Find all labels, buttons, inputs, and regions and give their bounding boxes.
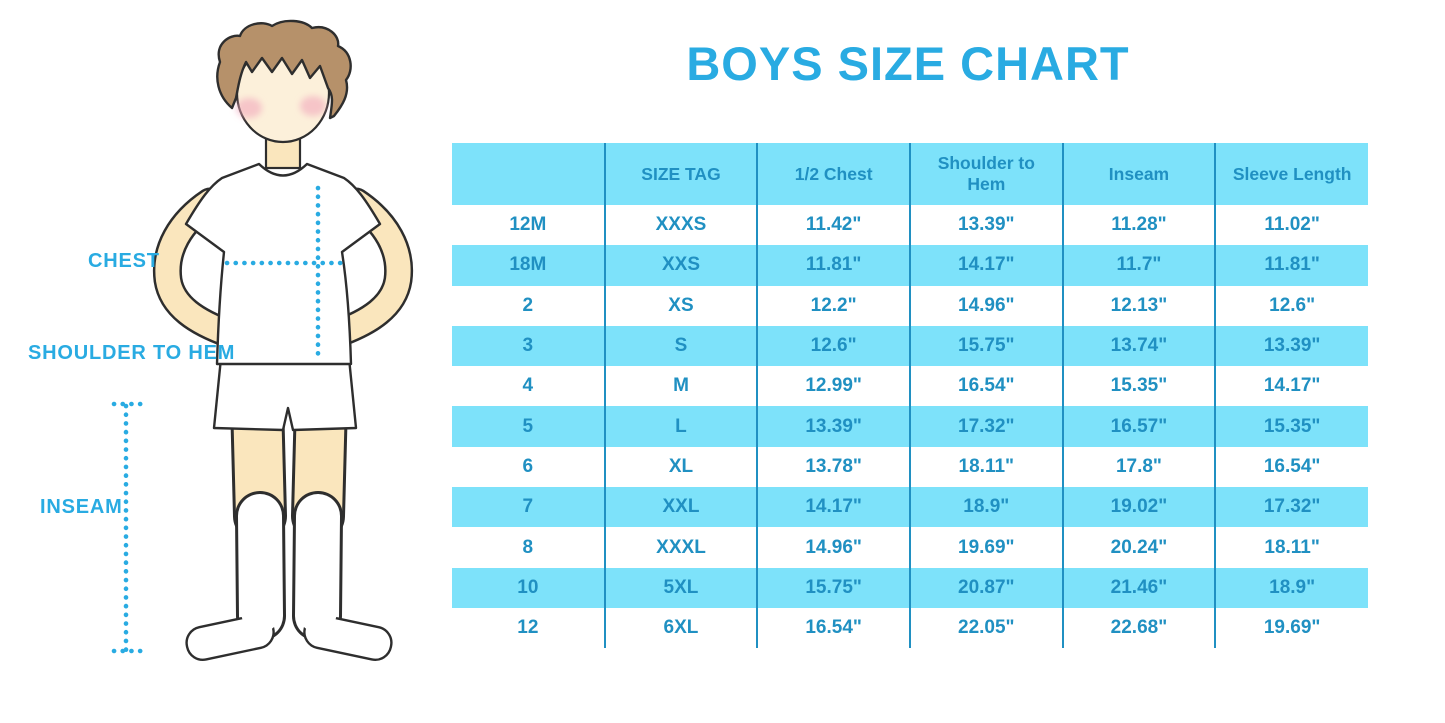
measurement-cell: 20.87" [908, 567, 1063, 608]
boy-hair [216, 19, 352, 120]
measurement-cell: 17.32" [1214, 487, 1368, 528]
measurement-cell: 14.96" [756, 527, 910, 568]
table-row: 7 XXL 14.17" 18.9" 19.02" 17.32" [452, 487, 1368, 528]
measurement-cell: 13.39" [908, 205, 1063, 246]
measurement-cell: 12.99" [756, 366, 910, 407]
measurement-cell: 14.17" [908, 245, 1063, 286]
size-cell: 7 [522, 496, 534, 518]
measurement-lines [111, 185, 348, 654]
measurement-cell: 13.39" [1214, 325, 1368, 367]
measurement-cell: XXXL [603, 527, 758, 568]
size-cell: 10 [517, 576, 539, 598]
measurement-cell: 14.17" [756, 487, 910, 528]
measurement-cell: XXL [603, 487, 758, 528]
size-table-grid: SIZE TAG 1/2 Chest Shoulder to Hem Inseam Sl… [452, 143, 1368, 649]
measurement-cell: 13.78" [756, 446, 910, 488]
measurement-cell: 12.2" [756, 285, 910, 326]
inseam-label: INSEAM [40, 496, 123, 518]
measurement-cell: 12.13" [1061, 285, 1216, 326]
header-row: SIZE TAG 1/2 Chest Shoulder to Hem Inseam Sl… [452, 143, 1368, 205]
measurement-cell: 15.35" [1061, 366, 1216, 407]
measurement-cell: XXXS [603, 205, 758, 246]
measurement-cell: 18.11" [908, 446, 1063, 488]
measurement-cell: 11.7" [1061, 245, 1216, 286]
column-header: Shoulder to Hem [908, 143, 1063, 205]
measurement-cell: 16.54" [908, 366, 1063, 407]
table-row: 18M XXS 11.81" 14.17" 11.7" 11.81" [452, 245, 1368, 286]
table-row: 6 XL 13.78" 18.11" 17.8" 16.54" [452, 446, 1368, 488]
boy-shirt [184, 162, 382, 366]
column-header: Inseam [1061, 143, 1216, 205]
measurement-cell: 19.69" [908, 527, 1063, 568]
measurement-cell: 11.42" [756, 205, 910, 246]
measurement-cell: 13.39" [756, 406, 910, 447]
measurement-cell: 21.46" [1061, 567, 1216, 608]
size-cell: 4 [522, 375, 534, 397]
table-row: 8 XXXL 14.96" 19.69" 20.24" 18.11" [452, 527, 1368, 568]
column-header: Sleeve Length [1214, 143, 1368, 205]
size-cell: 5 [522, 415, 534, 437]
size-cell: 12 [517, 617, 539, 639]
measurement-cell: 19.02" [1061, 487, 1216, 528]
measurement-cell: XXS [603, 245, 758, 286]
measurement-cell: 15.35" [1214, 406, 1368, 447]
measurement-cell: 16.54" [756, 607, 910, 649]
measurement-cell: S [603, 325, 758, 367]
page-title: BOYS SIZE CHART [686, 37, 1130, 90]
measurement-cell: 18.11" [1214, 527, 1368, 568]
measurement-cell: L [603, 406, 758, 447]
measurement-cell: 12.6" [1214, 285, 1368, 326]
measurement-cell: 17.32" [908, 406, 1063, 447]
measurement-cell: 17.8" [1061, 446, 1216, 488]
measurement-cell: XL [603, 446, 758, 488]
measurement-cell: 11.81" [756, 245, 910, 286]
column-header [452, 143, 605, 205]
measurement-cell: 11.02" [1214, 205, 1368, 246]
measurement-cell: 19.69" [1214, 607, 1368, 649]
table-row: 12 6XL 16.54" 22.05" 22.68" 19.69" [452, 607, 1368, 649]
size-cell: 8 [522, 536, 534, 558]
size-table: SIZE TAG 1/2 Chest Shoulder to Hem Inseam Sl… [452, 143, 1368, 649]
size-cell: 2 [522, 294, 534, 316]
column-header: SIZE TAG [603, 143, 758, 205]
measurement-cell: 11.81" [1214, 245, 1368, 286]
table-row: 4 M 12.99" 16.54" 15.35" 14.17" [452, 366, 1368, 407]
measurement-cell: 6XL [603, 607, 758, 649]
table-row: 3 S 12.6" 15.75" 13.74" 13.39" [452, 325, 1368, 367]
measurement-cell: 22.68" [1061, 607, 1216, 649]
size-cell: 12M [509, 214, 547, 236]
measurement-cell: 18.9" [1214, 567, 1368, 608]
measurement-cell: XS [603, 285, 758, 326]
size-cell: 6 [522, 455, 534, 477]
measurement-cell: 14.96" [908, 285, 1063, 326]
table-row: 5 L 13.39" 17.32" 16.57" 15.35" [452, 406, 1368, 447]
measurement-cell: 14.17" [1214, 366, 1368, 407]
table-row: 12M XXXS 11.42" 13.39" 11.28" 11.02" [452, 205, 1368, 246]
chest-label: CHEST [88, 250, 160, 272]
measurement-cell: 15.75" [908, 325, 1063, 367]
measurement-cell: 15.75" [756, 567, 910, 608]
measurement-cell: 13.74" [1061, 325, 1216, 367]
measurement-cell: 20.24" [1061, 527, 1216, 568]
size-cell: 18M [509, 254, 547, 276]
measurement-cell: 18.9" [908, 487, 1063, 528]
boy-cheeks [236, 96, 326, 118]
measurement-cell: 12.6" [756, 325, 910, 367]
boy-figure [111, 19, 414, 661]
measurement-cell: 11.28" [1061, 205, 1216, 246]
table-row: 10 5XL 15.75" 20.87" 21.46" 18.9" [452, 567, 1368, 608]
boy-socks [185, 491, 393, 661]
measurement-cell: 16.54" [1214, 446, 1368, 488]
measurement-cell: 16.57" [1061, 406, 1216, 447]
size-cell: 3 [522, 335, 534, 357]
shoulder-to-hem-label: SHOULDER TO HEM [28, 342, 236, 364]
measurement-cell: M [603, 366, 758, 407]
table-row: 2 XS 12.2" 14.96" 12.13" 12.6" [452, 285, 1368, 326]
boy-measurement-illustration: CHEST SHOULDER TO HEM INSEAM [0, 0, 450, 723]
measurement-cell: 5XL [603, 567, 758, 608]
boy-shorts [212, 356, 358, 432]
measurement-cell: 22.05" [908, 607, 1063, 649]
column-header: 1/2 Chest [756, 143, 910, 205]
